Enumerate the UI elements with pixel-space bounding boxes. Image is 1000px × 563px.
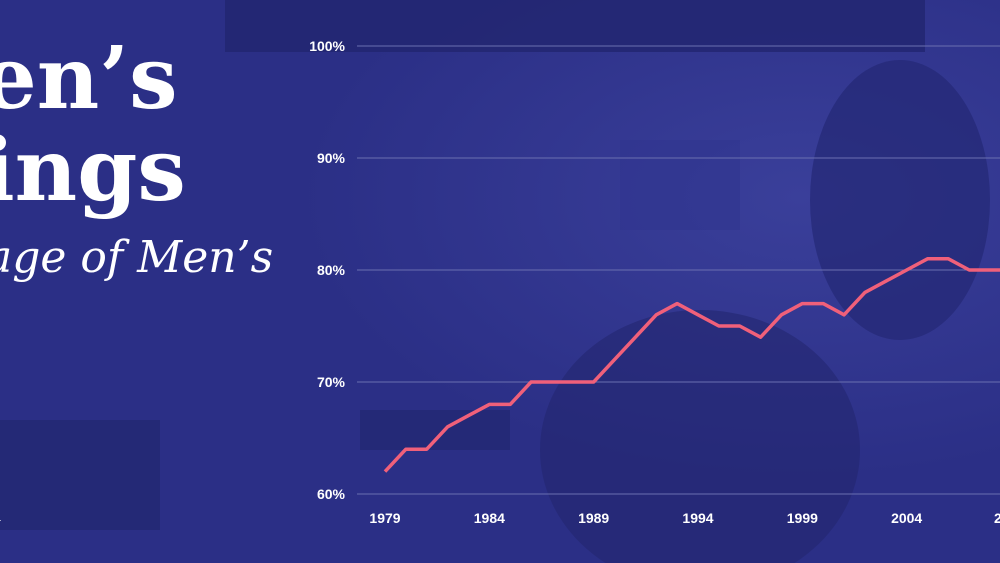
x-tick-label: 1979 <box>369 510 400 526</box>
title-line-1: en’s <box>0 28 178 129</box>
x-tick-label: 2004 <box>891 510 922 526</box>
x-tick-label: 1989 <box>578 510 609 526</box>
series-line <box>383 257 1000 473</box>
footer-text: l <box>0 506 1 525</box>
y-tick-label: 60% <box>317 486 346 502</box>
subtitle-line: age of Men’s <box>0 232 274 283</box>
y-tick-label: 80% <box>317 262 346 278</box>
y-tick-label: 100% <box>309 38 345 54</box>
y-tick-label: 90% <box>317 150 346 166</box>
x-tick-label: 2 <box>994 510 1000 526</box>
x-tick-label: 1984 <box>474 510 505 526</box>
y-tick-label: 70% <box>317 374 346 390</box>
x-tick-label: 1994 <box>682 510 713 526</box>
title-line-2: ings <box>0 120 186 221</box>
x-tick-label: 1999 <box>787 510 818 526</box>
title-block: en’s ings age of Men’s l <box>0 0 280 563</box>
